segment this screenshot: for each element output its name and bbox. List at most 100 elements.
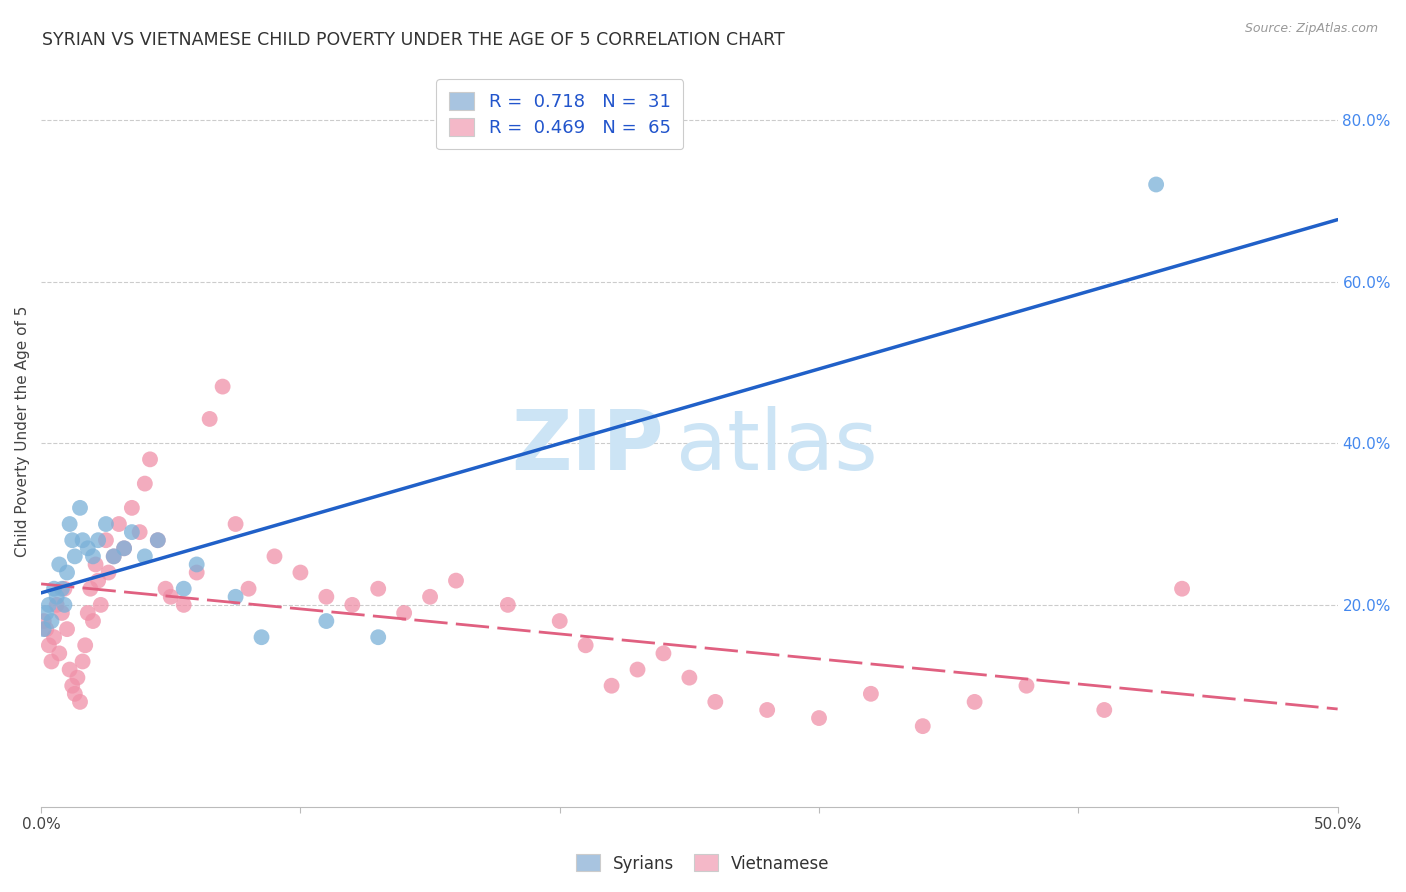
Point — [859, 687, 882, 701]
Text: atlas: atlas — [676, 406, 879, 487]
Point — [59, 516, 82, 531]
Point — [38, 598, 60, 612]
Point — [444, 574, 467, 588]
Point — [103, 549, 125, 564]
Point — [56, 622, 79, 636]
Point — [128, 525, 150, 540]
Point — [42, 582, 65, 596]
Point — [63, 549, 86, 564]
Point — [678, 671, 700, 685]
Point — [225, 590, 247, 604]
Point — [94, 533, 117, 548]
Point — [41, 655, 63, 669]
Point — [1144, 178, 1167, 192]
Text: Source: ZipAtlas.com: Source: ZipAtlas.com — [1244, 22, 1378, 36]
Point — [48, 558, 70, 572]
Point — [198, 412, 221, 426]
Point — [45, 598, 67, 612]
Point — [911, 719, 934, 733]
Point — [82, 549, 104, 564]
Point — [66, 671, 89, 685]
Point — [419, 590, 441, 604]
Point — [75, 638, 97, 652]
Point — [38, 638, 60, 652]
Point — [84, 558, 107, 572]
Point — [963, 695, 986, 709]
Point — [155, 582, 177, 596]
Point — [32, 614, 55, 628]
Point — [600, 679, 623, 693]
Point — [756, 703, 779, 717]
Point — [159, 590, 181, 604]
Point — [808, 711, 831, 725]
Point — [87, 574, 110, 588]
Point — [69, 500, 91, 515]
Point — [103, 549, 125, 564]
Point — [51, 606, 73, 620]
Point — [90, 598, 112, 612]
Point — [315, 614, 337, 628]
Y-axis label: Child Poverty Under the Age of 5: Child Poverty Under the Age of 5 — [15, 305, 30, 557]
Point — [290, 566, 312, 580]
Point — [35, 606, 58, 620]
Point — [48, 646, 70, 660]
Legend: R =  0.718   N =  31, R =  0.469   N =  65: R = 0.718 N = 31, R = 0.469 N = 65 — [436, 79, 683, 150]
Point — [60, 533, 83, 548]
Point — [263, 549, 285, 564]
Point — [392, 606, 415, 620]
Point — [575, 638, 598, 652]
Point — [87, 533, 110, 548]
Point — [59, 663, 82, 677]
Point — [134, 476, 156, 491]
Point — [72, 533, 94, 548]
Point — [94, 516, 117, 531]
Point — [35, 622, 58, 636]
Point — [1171, 582, 1194, 596]
Point — [97, 566, 120, 580]
Point — [53, 582, 76, 596]
Point — [367, 582, 389, 596]
Point — [548, 614, 571, 628]
Point — [139, 452, 162, 467]
Point — [79, 582, 101, 596]
Point — [56, 566, 79, 580]
Point — [51, 582, 73, 596]
Point — [108, 516, 131, 531]
Point — [42, 630, 65, 644]
Point — [121, 525, 143, 540]
Point — [250, 630, 273, 644]
Point — [496, 598, 519, 612]
Text: ZIP: ZIP — [510, 406, 664, 487]
Point — [238, 582, 260, 596]
Point — [652, 646, 675, 660]
Point — [112, 541, 135, 556]
Point — [626, 663, 648, 677]
Point — [134, 549, 156, 564]
Point — [63, 687, 86, 701]
Point — [173, 582, 195, 596]
Point — [121, 500, 143, 515]
Point — [704, 695, 727, 709]
Point — [186, 558, 208, 572]
Point — [32, 622, 55, 636]
Point — [76, 541, 98, 556]
Point — [1015, 679, 1038, 693]
Point — [41, 614, 63, 628]
Point — [173, 598, 195, 612]
Point — [82, 614, 104, 628]
Point — [211, 379, 233, 393]
Point — [45, 590, 67, 604]
Point — [112, 541, 135, 556]
Point — [60, 679, 83, 693]
Point — [315, 590, 337, 604]
Point — [146, 533, 169, 548]
Point — [146, 533, 169, 548]
Point — [186, 566, 208, 580]
Text: SYRIAN VS VIETNAMESE CHILD POVERTY UNDER THE AGE OF 5 CORRELATION CHART: SYRIAN VS VIETNAMESE CHILD POVERTY UNDER… — [42, 31, 785, 49]
Point — [53, 598, 76, 612]
Point — [76, 606, 98, 620]
Point — [1092, 703, 1115, 717]
Legend: Syrians, Vietnamese: Syrians, Vietnamese — [569, 847, 837, 880]
Point — [225, 516, 247, 531]
Point — [72, 655, 94, 669]
